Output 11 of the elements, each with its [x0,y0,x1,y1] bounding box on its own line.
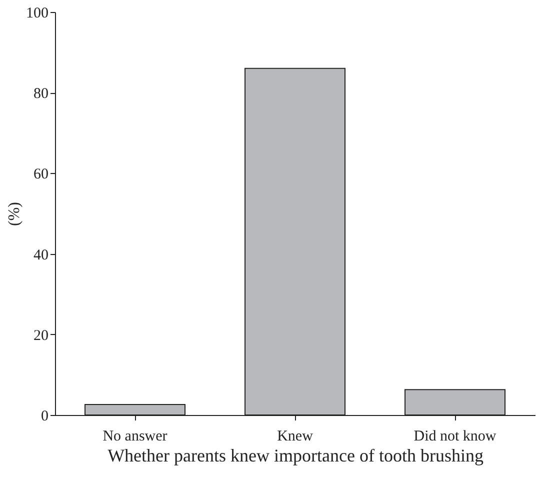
y-tick-label: 40 [34,247,48,264]
y-tick-label: 0 [41,408,48,424]
y-tick-label: 100 [26,6,48,22]
y-tick-label: 80 [34,86,48,102]
y-tick-label: 20 [34,328,48,344]
y-tick-label: 60 [34,166,48,183]
x-tick-label: Did not know [414,428,496,444]
x-tick-label: Knew [277,428,314,444]
x-tick-label: No answer [102,428,168,444]
y-axis-title: (%) [6,202,23,226]
x-axis-title: Whether parents knew importance of tooth brushing [108,446,484,466]
